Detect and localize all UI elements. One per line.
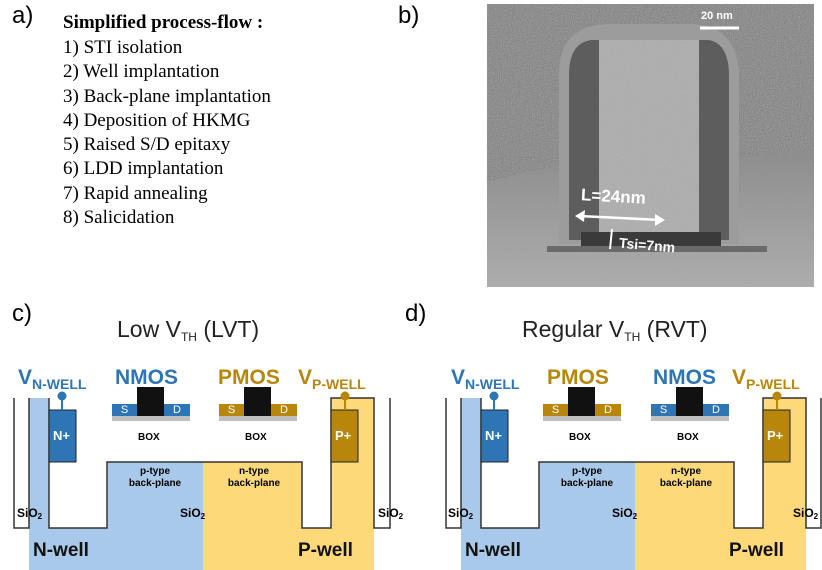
lvt-n-plus: N+ <box>53 428 70 443</box>
lvt-sio2-right: SiO2 <box>378 506 404 521</box>
rvt-p-well-label: P-well <box>729 540 784 561</box>
process-step: 2) Well implantation <box>63 61 220 83</box>
process-flow-title: Simplified process-flow : <box>63 12 264 33</box>
rvt-n-plus: N+ <box>485 428 502 443</box>
lvt-nmos-label: NMOS <box>115 366 178 389</box>
rvt-vpwell-label: VP-WELL <box>732 366 800 392</box>
rvt-pmos-source: S <box>551 404 560 416</box>
lvt-box-left: BOX <box>138 432 160 443</box>
tsi-marker <box>609 228 613 250</box>
lvt-vnwell-label: VN-WELL <box>18 366 87 392</box>
panel-label-d: d) <box>405 300 427 327</box>
lvt-cross-section <box>13 387 391 570</box>
lvt-p-backplane-label: p-type back-plane <box>128 466 182 489</box>
rvt-cross-section <box>445 387 822 570</box>
rvt-sio2-left: SiO2 <box>448 506 474 521</box>
process-step: 7) Rapid annealing <box>63 182 208 204</box>
lvt-p-plus: P+ <box>335 428 352 443</box>
rvt-p-backplane-label: p-type back-plane <box>560 466 614 489</box>
rvt-p-plus: P+ <box>767 428 784 443</box>
process-step: 3) Back-plane implantation <box>63 85 271 107</box>
rvt-nmos-drain: D <box>712 404 720 416</box>
lvt-sio2-left: SiO2 <box>17 506 43 521</box>
lvt-sio2-mid: SiO2 <box>180 506 206 521</box>
lvt-n-backplane-label: n-type back-plane <box>227 466 281 489</box>
rvt-nmos-source: S <box>659 404 668 416</box>
rvt-diagram: Regular VTH (RVT) VN-WELL VP-WELL PMOS N… <box>411 0 822 570</box>
rvt-pmos-label: PMOS <box>547 366 609 389</box>
lvt-n-well-label: N-well <box>33 540 89 561</box>
rvt-sio2-mid: SiO2 <box>612 506 638 521</box>
rvt-nmos-label: NMOS <box>653 366 716 389</box>
lvt-nmos-source: S <box>120 404 129 416</box>
lvt-pmos-label: PMOS <box>218 366 280 389</box>
lvt-pmos-source: S <box>227 404 236 416</box>
lvt-box-right: BOX <box>245 432 267 443</box>
rvt-vnwell-label: VN-WELL <box>451 366 520 392</box>
rvt-n-well-label: N-well <box>465 540 521 561</box>
lvt-diagram: Low VTH (LVT) VN-WELL VP-WELL NMOS PMOS … <box>13 316 404 570</box>
length-arrow <box>578 214 662 222</box>
rvt-box-left: BOX <box>569 432 591 443</box>
panel-label-a: a) <box>12 2 34 29</box>
lvt-vpwell-label: VP-WELL <box>298 366 366 392</box>
rvt-box-right: BOX <box>677 432 699 443</box>
rvt-sio2-right: SiO2 <box>793 506 819 521</box>
lvt-title: Low VTH (LVT) <box>117 316 260 344</box>
lvt-nmos-drain: D <box>173 404 181 416</box>
tem-micrograph: 20 nm L=24nm Tsi=7nm <box>487 4 814 287</box>
lvt-pmos-drain: D <box>280 404 288 416</box>
process-step: 6) LDD implantation <box>63 158 224 180</box>
process-step: 1) STI isolation <box>63 37 183 58</box>
rvt-pmos-drain: D <box>604 404 612 416</box>
rvt-title: Regular VTH (RVT) <box>522 316 708 344</box>
lvt-p-well-label: P-well <box>298 540 353 561</box>
tem-image <box>487 4 814 287</box>
process-flow: Simplified process-flow : 1) STI isolati… <box>63 12 271 230</box>
process-step: 4) Deposition of HKMG <box>63 109 251 131</box>
panel-label-c: c) <box>12 300 32 327</box>
scale-bar-label: 20 nm <box>701 10 733 22</box>
process-step: 8) Salicidation <box>63 207 175 229</box>
process-step: 5) Raised S/D epitaxy <box>63 134 231 156</box>
rvt-n-backplane-label: n-type back-plane <box>659 466 713 489</box>
panel-label-b: b) <box>398 2 420 29</box>
